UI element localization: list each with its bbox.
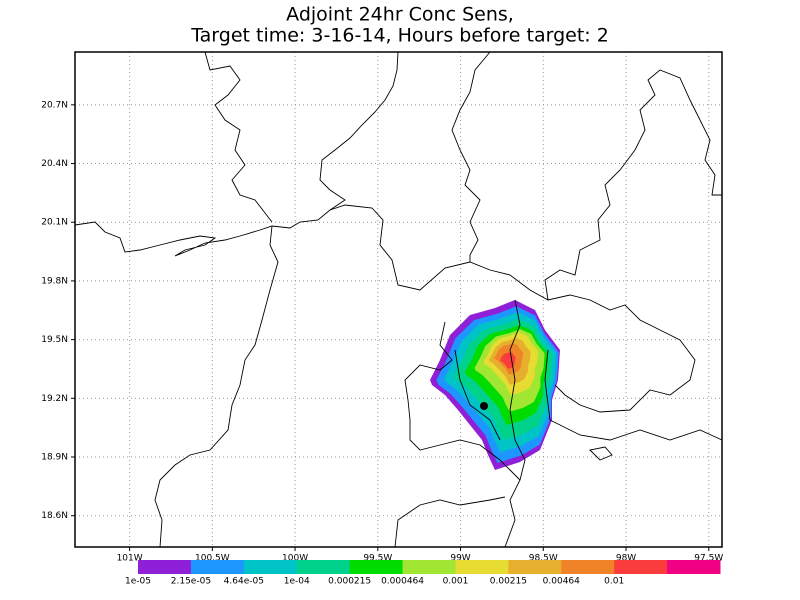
colorbar-box <box>243 560 298 574</box>
colorbar-box <box>455 560 509 574</box>
y-tick-label: 20.4N <box>41 159 68 169</box>
x-tick-label: 100W <box>282 554 308 564</box>
plot-frame <box>74 51 723 548</box>
colorbar-label: 0.00464 <box>543 577 580 587</box>
target-marker <box>480 402 488 410</box>
colorbar-box <box>349 560 404 574</box>
state-borders <box>74 51 723 548</box>
y-tick-label: 18.6N <box>41 511 68 521</box>
x-tick-label: 98.5W <box>529 554 558 564</box>
colorbar-label: 1e-05 <box>125 577 151 587</box>
y-tick-label: 20.1N <box>41 218 68 228</box>
colorbar-box <box>508 560 562 574</box>
x-tick-label: 100.5W <box>195 554 230 564</box>
colorbar-label: 1e-04 <box>284 577 310 587</box>
y-tick-label: 20.7N <box>41 100 68 110</box>
subtitle: Target time: 3-16-14, Hours before targe… <box>190 25 609 47</box>
colorbar-box <box>614 560 668 574</box>
x-tick-label: 99W <box>450 554 470 564</box>
colorbar: 1e-05 2.15e-05 4.64e-05 1e-04 0.000215 0.0004… <box>125 560 721 587</box>
colorbar-label: 0.000464 <box>381 577 424 587</box>
title: Adjoint 24hr Conc Sens, <box>286 4 514 26</box>
colorbar-label: 4.64e-05 <box>224 577 264 587</box>
x-tick-label: 97.5W <box>694 554 723 564</box>
colorbar-label: 0.001 <box>443 577 469 587</box>
colorbar-label: 0.000215 <box>328 577 371 587</box>
colorbar-label: 2.15e-05 <box>171 577 211 587</box>
colorbar-box <box>561 560 615 574</box>
contour-field <box>430 300 560 470</box>
colorbar-box <box>667 560 721 574</box>
colorbar-box <box>402 560 456 574</box>
colorbar-label: 0.01 <box>604 577 624 587</box>
x-tick-label: 99.5W <box>363 554 392 564</box>
y-tick-label: 19.5N <box>41 335 68 345</box>
contour-band <box>500 352 516 369</box>
y-tick-label: 19.8N <box>41 276 68 286</box>
colorbar-box <box>138 560 192 574</box>
colorbar-box <box>296 560 351 574</box>
x-tick-label: 101W <box>117 554 143 564</box>
y-tick-label: 18.9N <box>41 453 68 463</box>
y-tick-label: 19.2N <box>41 394 68 404</box>
colorbar-box <box>190 560 245 574</box>
axes: 101W 100.5W 100W 99.5W 99W 98.5W 98W 97.5W 18.6N… <box>41 100 723 563</box>
colorbar-label: 0.00215 <box>490 577 527 587</box>
grid <box>75 52 722 547</box>
x-tick-label: 98W <box>616 554 636 564</box>
